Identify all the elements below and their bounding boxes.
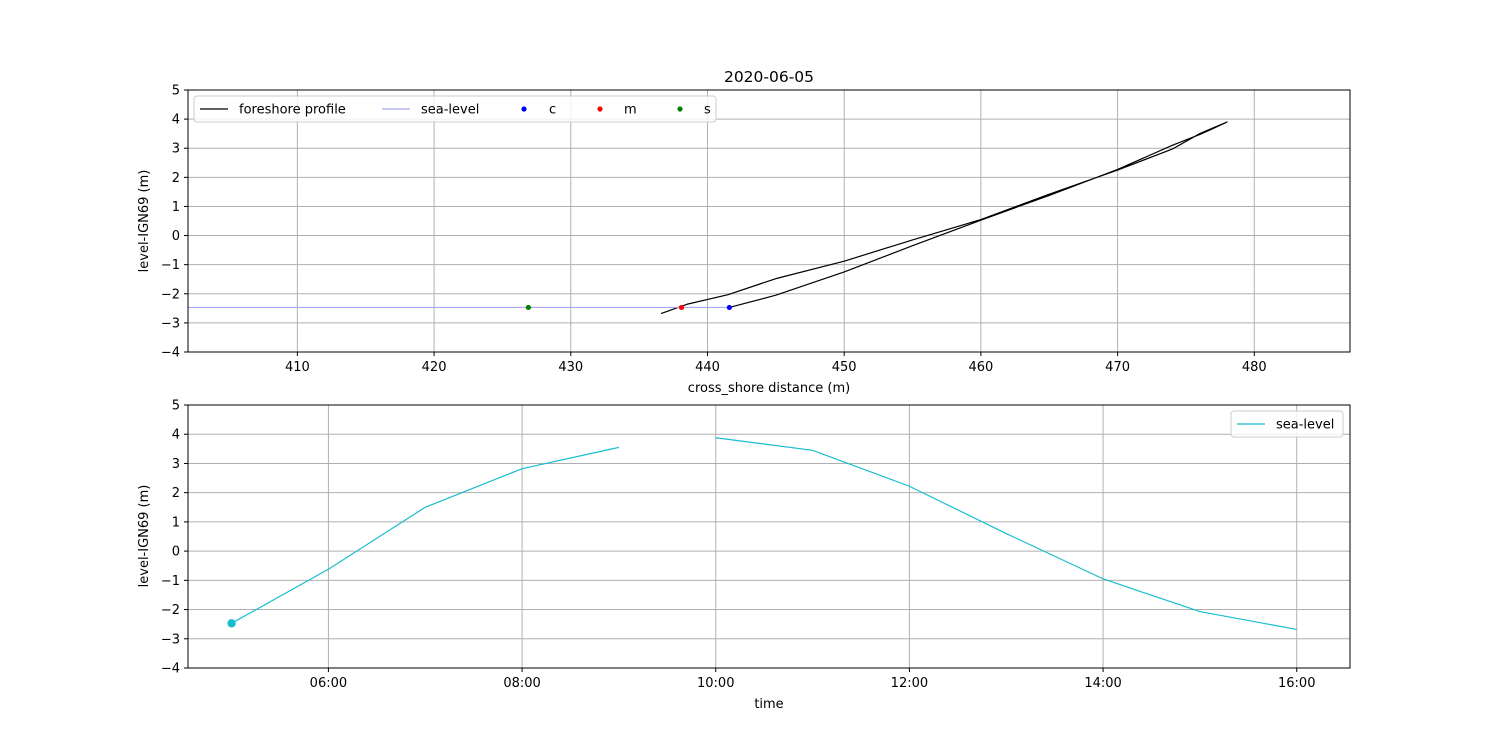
profile-y-tick-label: 0 bbox=[172, 229, 180, 244]
profile-x-tick-label: 470 bbox=[1105, 360, 1130, 375]
profile-y-tick-label: −4 bbox=[161, 346, 180, 361]
profile-chart: 410 420 430 440 450 460 470 480 −4 −3 −2 −1 0 1 2 3 4 5 2… bbox=[137, 68, 1351, 396]
profile-y-tick-label: −2 bbox=[161, 287, 180, 302]
sea-level-series-sea-level-marker bbox=[227, 619, 236, 628]
sea-level-ticks: 06:00 08:00 10:00 12:00 14:00 16:00 −4 −3 −2 −1 0 1… bbox=[161, 399, 1316, 692]
sea-level-x-tick-label: 10:00 bbox=[697, 676, 734, 691]
profile-x-tick-label: 410 bbox=[285, 360, 310, 375]
profile-y-tick-label: −3 bbox=[161, 316, 180, 331]
sea-level-y-tick-label: 4 bbox=[172, 428, 180, 443]
time-axis-label: time bbox=[754, 697, 783, 712]
sea-level-y-tick-label: 2 bbox=[172, 486, 180, 501]
sea-level-series bbox=[227, 437, 1297, 631]
profile-x-tick-label: 460 bbox=[968, 360, 993, 375]
sea-level-legend-box bbox=[1230, 410, 1344, 438]
sea-level-y-tick-label: 0 bbox=[172, 545, 180, 560]
sea-level-x-tick-label: 06:00 bbox=[310, 676, 347, 691]
profile-y-tick-label: 2 bbox=[172, 171, 180, 186]
profile-legend-box bbox=[193, 95, 717, 123]
legend-label-sea-level: sea-level bbox=[421, 103, 479, 118]
profile-series bbox=[188, 121, 1228, 315]
sea-level-y-tick-label: −4 bbox=[161, 662, 180, 677]
profile-y-tick-label: 5 bbox=[172, 84, 180, 99]
profile-point-m bbox=[678, 304, 685, 311]
sea-level-x-tick-label: 14:00 bbox=[1084, 676, 1121, 691]
chart-title: 2020-06-05 bbox=[724, 68, 814, 86]
profile-point-s bbox=[525, 304, 531, 311]
legend-label-sea-level-time: sea-level bbox=[1276, 418, 1334, 433]
sea-level-y-tick-label: 3 bbox=[172, 457, 180, 472]
sea-level-x-tick-label: 08:00 bbox=[503, 676, 540, 691]
profile-y-tick-label: 1 bbox=[172, 200, 180, 215]
profile-x-tick-label: 450 bbox=[832, 360, 857, 375]
sea-level-y-tick-label: −1 bbox=[161, 574, 180, 589]
legend-label-c: c bbox=[549, 103, 556, 118]
profile-plot-frame bbox=[187, 89, 1351, 353]
sea-level-series-sea-level-line bbox=[231, 446, 620, 624]
profile-x-tick-label: 420 bbox=[422, 360, 447, 375]
profile-x-tick-label: 440 bbox=[695, 360, 720, 375]
profile-y-tick-label: −1 bbox=[161, 258, 180, 273]
sea-level-series-sea-level-line bbox=[715, 437, 1297, 631]
profile-y-axis-label: level-IGN69 (m) bbox=[137, 170, 152, 273]
legend-swatch-s bbox=[677, 106, 683, 112]
profile-legend: foreshore profile sea-level c m s bbox=[193, 95, 717, 123]
profile-series-foreshore-profile-line bbox=[660, 121, 1228, 315]
sea-level-x-tick-label: 16:00 bbox=[1278, 676, 1315, 691]
profile-y-tick-label: 4 bbox=[172, 113, 180, 128]
sea-level-y-tick-label: −3 bbox=[161, 632, 180, 647]
profile-ticks: 410 420 430 440 450 460 470 480 −4 −3 −2 −1 0 1 2 3 4 5 bbox=[161, 84, 1267, 376]
legend-swatch-c bbox=[521, 106, 527, 112]
sea-level-y-axis-label: level-IGN69 (m) bbox=[137, 485, 152, 588]
sea-level-chart: 06:00 08:00 10:00 12:00 14:00 16:00 −4 −3 −2 −1 0 1… bbox=[137, 399, 1351, 712]
profile-point-c bbox=[726, 304, 732, 311]
sea-level-x-tick-label: 12:00 bbox=[891, 676, 928, 691]
sea-level-y-tick-label: 1 bbox=[172, 515, 180, 530]
profile-y-tick-label: 3 bbox=[172, 142, 180, 157]
profile-x-tick-label: 430 bbox=[558, 360, 583, 375]
legend-label-foreshore-profile: foreshore profile bbox=[239, 103, 346, 118]
sea-level-y-tick-label: −2 bbox=[161, 603, 180, 618]
sea-level-plot-frame bbox=[187, 404, 1351, 669]
profile-x-axis-label: cross_shore distance (m) bbox=[688, 381, 850, 396]
sea-level-legend: sea-level bbox=[1230, 410, 1344, 438]
profile-x-tick-label: 480 bbox=[1242, 360, 1267, 375]
legend-label-s: s bbox=[704, 103, 711, 118]
legend-swatch-m bbox=[597, 106, 603, 112]
sea-level-y-tick-label: 5 bbox=[172, 399, 180, 414]
legend-label-m: m bbox=[624, 103, 637, 118]
